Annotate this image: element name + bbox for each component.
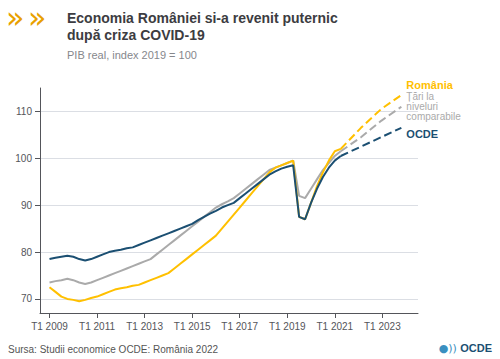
- svg-text:Sursa: Studii economice OCDE:: Sursa: Studii economice OCDE: România 20…: [8, 344, 219, 355]
- svg-text:România: România: [406, 79, 453, 91]
- svg-text:70: 70: [21, 293, 33, 304]
- svg-text:OCDE: OCDE: [406, 128, 438, 140]
- svg-text:după criza COVID-19: după criza COVID-19: [67, 27, 205, 43]
- svg-text:90: 90: [21, 200, 33, 211]
- svg-text:T1 2017: T1 2017: [221, 321, 258, 332]
- svg-text:T1 2011: T1 2011: [79, 321, 115, 332]
- svg-text:PIB real, index 2019 = 100: PIB real, index 2019 = 100: [67, 49, 197, 61]
- svg-text:T1 2023: T1 2023: [364, 321, 401, 332]
- svg-text:110: 110: [16, 106, 32, 117]
- svg-text:T1 2009: T1 2009: [31, 321, 68, 332]
- svg-text:niveluri: niveluri: [406, 101, 438, 113]
- svg-text:»: »: [6, 0, 24, 35]
- svg-text:100: 100: [15, 153, 32, 164]
- svg-text:Țări la: Țări la: [406, 91, 435, 103]
- svg-text:comparabile: comparabile: [406, 111, 461, 122]
- svg-text:80: 80: [21, 247, 33, 258]
- svg-text:Economia României si-a revenit: Economia României si-a revenit puternic: [67, 10, 338, 26]
- svg-text:T1 2021: T1 2021: [316, 321, 353, 332]
- svg-text:T1 2019: T1 2019: [269, 321, 306, 332]
- svg-text:T1 2015: T1 2015: [174, 321, 211, 332]
- svg-text:●)): ●)): [439, 342, 457, 355]
- svg-text:»: »: [28, 0, 46, 35]
- svg-text:OCDE: OCDE: [460, 342, 492, 354]
- svg-text:T1 2013: T1 2013: [126, 321, 163, 332]
